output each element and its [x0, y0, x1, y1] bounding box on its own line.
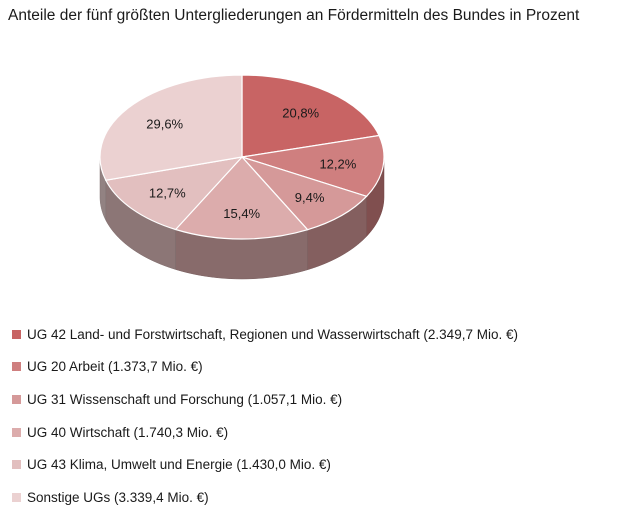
pie-slice-5[interactable] — [99, 74, 243, 181]
legend-label: UG 43 Klima, Umwelt und Energie (1.430,0… — [27, 457, 331, 473]
pie-slice-3[interactable] — [174, 156, 309, 240]
legend-label: Sonstige UGs (3.339,4 Mio. €) — [27, 489, 209, 505]
pie-slice-1[interactable] — [241, 134, 385, 198]
chart-title: Anteile der fünf größten Untergliederung… — [8, 7, 580, 24]
legend-item-0: UG 42 Land- und Forstwirtschaft, Regione… — [12, 318, 518, 351]
pie-slice-0[interactable] — [241, 74, 380, 158]
pie-data-label-1: 12,2% — [319, 157, 356, 172]
legend-item-5: Sonstige UGs (3.339,4 Mio. €) — [12, 481, 518, 514]
legend-swatch — [12, 329, 21, 339]
pie-data-label-4: 12,7% — [149, 185, 186, 200]
pie-data-labels: 20,8% 12,2% 9,4% 15,4% 12,7% 29,6% — [146, 106, 357, 221]
legend-item-4: UG 43 Klima, Umwelt und Energie (1.430,0… — [12, 448, 518, 481]
legend-item-1: UG 20 Arbeit (1.373,7 Mio. €) — [12, 351, 518, 384]
legend: UG 42 Land- und Forstwirtschaft, Regione… — [12, 318, 518, 514]
legend-label: UG 42 Land- und Forstwirtschaft, Regione… — [27, 326, 518, 342]
pie-slice-2[interactable] — [240, 155, 368, 231]
legend-label: UG 40 Wirtschaft (1.740,3 Mio. €) — [27, 424, 229, 440]
legend-item-2: UG 31 Wissenschaft und Forschung (1.057,… — [12, 383, 518, 416]
legend-swatch — [12, 427, 21, 437]
pie-slices — [99, 74, 385, 240]
pie-data-label-5: 29,6% — [146, 117, 183, 132]
legend-swatch — [12, 460, 21, 470]
pie-chart: 20,8% 12,2% 9,4% 15,4% 12,7% 29,6% — [99, 74, 385, 280]
pie-data-label-3: 15,4% — [223, 206, 260, 221]
legend-swatch — [12, 492, 21, 502]
pie-data-label-2: 9,4% — [295, 190, 325, 205]
legend-swatch — [12, 362, 21, 372]
legend-label: UG 20 Arbeit (1.373,7 Mio. €) — [27, 359, 203, 375]
pie-data-label-0: 20,8% — [282, 106, 319, 121]
legend-swatch — [12, 394, 21, 404]
legend-item-3: UG 40 Wirtschaft (1.740,3 Mio. €) — [12, 416, 518, 449]
pie-slice-4[interactable] — [104, 156, 244, 231]
legend-label: UG 31 Wissenschaft und Forschung (1.057,… — [27, 391, 343, 407]
